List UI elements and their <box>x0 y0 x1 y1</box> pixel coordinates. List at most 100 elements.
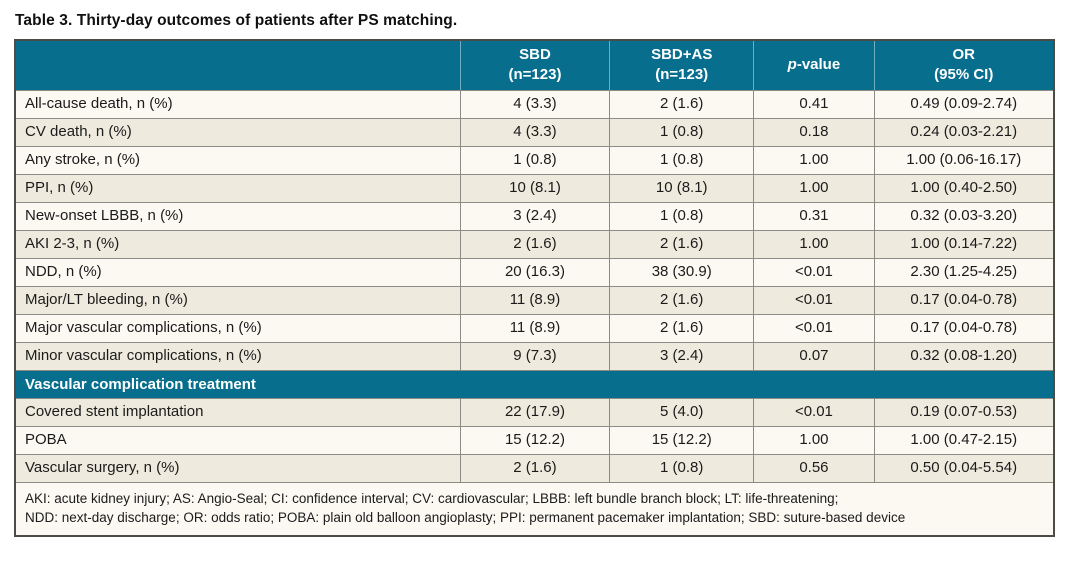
p-value-cell: 0.41 <box>753 90 873 118</box>
p-value-cell: 0.18 <box>753 118 873 146</box>
sbd-as-cell: 2 (1.6) <box>609 314 753 342</box>
row-label-cell: Any stroke, n (%) <box>25 151 141 168</box>
sbd-as-cell: 15 (12.2) <box>609 426 753 454</box>
sbd-as-cell: 3 (2.4) <box>609 342 753 370</box>
header-sbd-as-line1: SBD+AS <box>651 46 713 63</box>
row-label-cell: NDD, n (%) <box>25 263 102 280</box>
sbd-cell: 11 (8.9) <box>459 314 609 342</box>
header-sbd-as-line2: (n=123) <box>655 66 709 84</box>
header-cell-p-value: p-value <box>753 41 873 90</box>
sbd-as-cell: 1 (0.8) <box>609 454 753 482</box>
row-label-cell: New-onset LBBB, n (%) <box>25 207 184 224</box>
sbd-cell: 15 (12.2) <box>459 426 609 454</box>
or-cell: 2.30 (1.25-4.25) <box>873 258 1053 286</box>
or-cell: 0.49 (0.09-2.74) <box>873 90 1053 118</box>
p-value-cell: 0.56 <box>753 454 873 482</box>
table-header-row: SBD (n=123) SBD+AS (n=123) p-value OR (9… <box>16 41 1053 90</box>
p-value-cell: 1.00 <box>753 146 873 174</box>
or-cell: 0.32 (0.03-3.20) <box>873 202 1053 230</box>
sbd-cell: 3 (2.4) <box>459 202 609 230</box>
sbd-as-cell: 10 (8.1) <box>609 174 753 202</box>
section-header-row: Vascular complication treatment <box>16 369 1053 398</box>
header-or-line1: OR <box>952 46 976 63</box>
or-cell: 0.17 (0.04-0.78) <box>873 314 1053 342</box>
or-cell: 0.19 (0.07-0.53) <box>873 398 1053 426</box>
p-value-cell: 0.31 <box>753 202 873 230</box>
table-body: All-cause death, n (%) 4 (3.3) 2 (1.6) 0.41… <box>16 89 1053 482</box>
or-cell: 1.00 (0.14-7.22) <box>873 230 1053 258</box>
p-value-cell: 1.00 <box>753 174 873 202</box>
p-value-cell: <0.01 <box>753 314 873 342</box>
or-cell: 1.00 (0.06-16.17) <box>873 146 1053 174</box>
sbd-cell: 9 (7.3) <box>459 342 609 370</box>
row-label-cell: CV death, n (%) <box>25 123 132 140</box>
sbd-cell: 10 (8.1) <box>459 174 609 202</box>
p-italic: p <box>787 56 797 74</box>
outcomes-table: SBD (n=123) SBD+AS (n=123) p-value OR (9… <box>14 39 1055 537</box>
table-row: AKI 2-3, n (%) 2 (1.6) 2 (1.6) 1.00 1.00 (0.… <box>16 229 1053 258</box>
sbd-as-cell: 38 (30.9) <box>609 258 753 286</box>
page: Table 3. Thirty-day outcomes of patients… <box>14 12 1055 537</box>
footnote-line-2: NDD: next-day discharge; OR: odds ratio;… <box>25 510 906 526</box>
table-row: Minor vascular complications, n (%) 9 (7.… <box>16 341 1053 370</box>
sbd-cell: 4 (3.3) <box>459 118 609 146</box>
header-or-line2: (95% CI) <box>934 66 994 84</box>
header-cell-empty <box>16 41 460 90</box>
table-row: All-cause death, n (%) 4 (3.3) 2 (1.6) 0.41… <box>16 89 1053 118</box>
p-value-cell: <0.01 <box>753 286 873 314</box>
or-cell: 0.24 (0.03-2.21) <box>873 118 1053 146</box>
sbd-cell: 1 (0.8) <box>459 146 609 174</box>
row-label-cell: Minor vascular complications, n (%) <box>25 347 262 364</box>
sbd-cell: 20 (16.3) <box>459 258 609 286</box>
p-value-label: p-value <box>788 55 841 75</box>
row-label-cell: PPI, n (%) <box>25 179 94 196</box>
header-sbd-line2: (n=123) <box>508 66 562 84</box>
or-cell: 0.32 (0.08-1.20) <box>873 342 1053 370</box>
sbd-cell: 2 (1.6) <box>459 230 609 258</box>
sbd-cell: 11 (8.9) <box>459 286 609 314</box>
header-cell-sbd: SBD (n=123) <box>459 41 609 90</box>
sbd-as-cell: 1 (0.8) <box>609 118 753 146</box>
sbd-as-cell: 1 (0.8) <box>609 146 753 174</box>
header-cell-sbd-as: SBD+AS (n=123) <box>609 41 753 90</box>
sbd-as-cell: 2 (1.6) <box>609 230 753 258</box>
table-title: Table 3. Thirty-day outcomes of patients… <box>15 12 458 29</box>
row-label-cell: Major/LT bleeding, n (%) <box>25 291 188 308</box>
table-row: PPI, n (%) 10 (8.1) 10 (8.1) 1.00 1.00 (0.40… <box>16 173 1053 202</box>
sbd-cell: 4 (3.3) <box>459 90 609 118</box>
p-value-cell: 0.07 <box>753 342 873 370</box>
table-row: POBA 15 (12.2) 15 (12.2) 1.00 1.00 (0.47-2.1… <box>16 425 1053 454</box>
p-rest: -value <box>796 56 841 74</box>
table-row: New-onset LBBB, n (%) 3 (2.4) 1 (0.8) 0.31 0… <box>16 201 1053 230</box>
p-value-cell: 1.00 <box>753 426 873 454</box>
row-label-cell: All-cause death, n (%) <box>25 95 173 112</box>
or-cell: 0.50 (0.04-5.54) <box>873 454 1053 482</box>
header-cell-or: OR (95% CI) <box>873 41 1053 90</box>
table-row: Major vascular complications, n (%) 11 (8… <box>16 313 1053 342</box>
p-value-cell: 1.00 <box>753 230 873 258</box>
p-value-cell: <0.01 <box>753 258 873 286</box>
sbd-cell: 2 (1.6) <box>459 454 609 482</box>
row-label-cell: Major vascular complications, n (%) <box>25 319 262 336</box>
table-row: CV death, n (%) 4 (3.3) 1 (0.8) 0.18 0.24 (0… <box>16 117 1053 146</box>
or-cell: 0.17 (0.04-0.78) <box>873 286 1053 314</box>
or-cell: 1.00 (0.40-2.50) <box>873 174 1053 202</box>
row-label-cell: Covered stent implantation <box>25 403 204 420</box>
row-label-cell: Vascular surgery, n (%) <box>25 459 180 476</box>
sbd-as-cell: 5 (4.0) <box>609 398 753 426</box>
sbd-as-cell: 2 (1.6) <box>609 90 753 118</box>
footnote-line-1: AKI: acute kidney injury; AS: Angio-Seal… <box>25 490 839 506</box>
table-row: Major/LT bleeding, n (%) 11 (8.9) 2 (1.6) <… <box>16 285 1053 314</box>
row-label-cell: AKI 2-3, n (%) <box>25 235 120 252</box>
row-label-cell: POBA <box>25 431 67 448</box>
sbd-as-cell: 1 (0.8) <box>609 202 753 230</box>
table-row: NDD, n (%) 20 (16.3) 38 (30.9) <0.01 2.30 (1… <box>16 257 1053 286</box>
table-row: Any stroke, n (%) 1 (0.8) 1 (0.8) 1.00 1.00 … <box>16 145 1053 174</box>
or-cell: 1.00 (0.47-2.15) <box>873 426 1053 454</box>
sbd-cell: 22 (17.9) <box>459 398 609 426</box>
table-footnote: AKI: acute kidney injury; AS: Angio-Seal… <box>16 481 1053 535</box>
sbd-as-cell: 2 (1.6) <box>609 286 753 314</box>
table-row: Covered stent implantation 22 (17.9) 5 (4.… <box>16 397 1053 426</box>
header-sbd-line1: SBD <box>519 46 551 63</box>
table-row: Vascular surgery, n (%) 2 (1.6) 1 (0.8) 0.5… <box>16 453 1053 482</box>
